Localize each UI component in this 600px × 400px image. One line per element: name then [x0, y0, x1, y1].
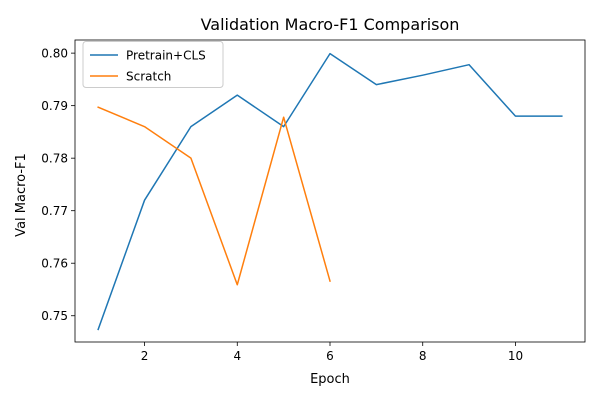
- y-tick-label: 0.79: [41, 99, 68, 113]
- y-tick-label: 0.76: [41, 257, 68, 271]
- x-axis-label: Epoch: [310, 372, 350, 387]
- chart-title: Validation Macro-F1 Comparison: [201, 15, 460, 34]
- plot-area: 2 4 6 8 10 0.75 0.76 0.77 0.78 0.79 0.80 Pretrain+C…: [41, 39, 586, 363]
- legend: Pretrain+CLS Scratch: [82, 41, 224, 88]
- x-tick-label: 6: [326, 349, 334, 363]
- y-tick-label: 0.78: [41, 152, 68, 166]
- x-tick-label: 2: [141, 349, 149, 363]
- series-line-scratch: [97, 106, 331, 286]
- x-tick-label: 8: [419, 349, 427, 363]
- x-tick-label: 4: [233, 349, 241, 363]
- x-tick-label: 10: [508, 349, 523, 363]
- y-tick-label: 0.77: [41, 204, 68, 218]
- legend-label-scratch: Scratch: [126, 70, 171, 84]
- legend-label-pretrain-cls: Pretrain+CLS: [126, 49, 206, 63]
- y-axis-label: Val Macro-F1: [14, 153, 29, 237]
- y-tick-label: 0.75: [41, 309, 68, 323]
- series-line-pretrain-cls: [97, 52, 563, 331]
- y-tick-label: 0.80: [41, 47, 68, 61]
